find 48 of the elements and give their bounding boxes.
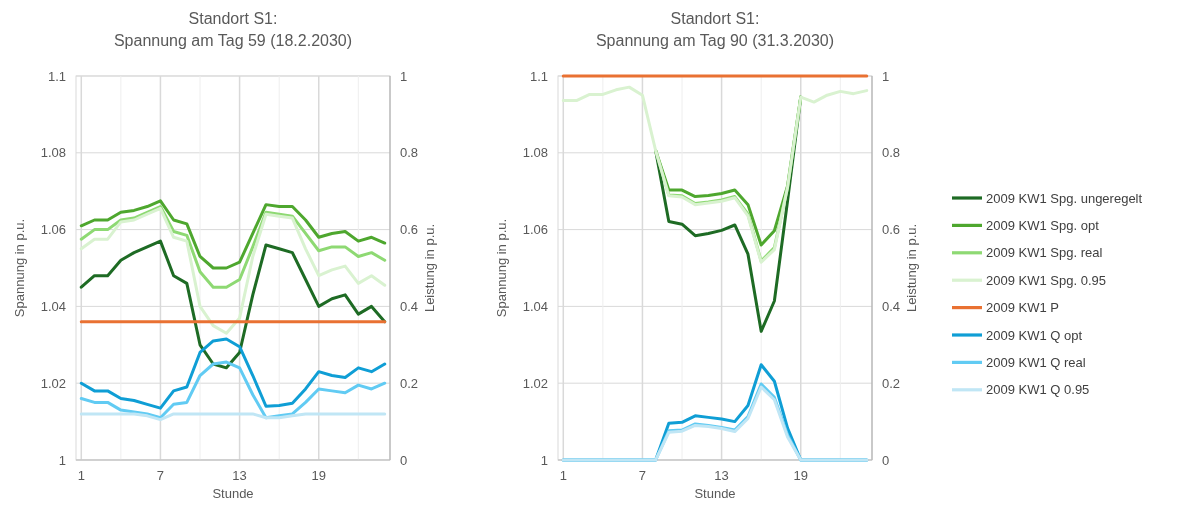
y2-tick-label: 1 <box>882 68 890 84</box>
legend-label: 2009 KW1 Spg. real <box>986 245 1103 261</box>
y2-tick-label: 1 <box>400 68 408 84</box>
y-tick-label: 1.08 <box>40 145 66 161</box>
x-tick-label: 13 <box>232 468 247 483</box>
y2-tick-label: 0.6 <box>400 222 419 238</box>
y2-tick-label: 0.8 <box>882 145 901 161</box>
x-tick-label: 7 <box>638 468 647 483</box>
legend-label: 2009 KW1 Spg. 0.95 <box>986 272 1106 288</box>
y-tick-label: 1.06 <box>522 222 548 238</box>
y2-tick-label: 0.2 <box>882 375 901 391</box>
legend-label: 2009 KW1 Spg. opt <box>986 217 1100 233</box>
y-tick-label: 1.1 <box>47 68 66 84</box>
x-axis-title: Stunde <box>694 486 736 501</box>
y-tick-label: 1.1 <box>529 68 548 84</box>
x-tick-label: 1 <box>77 468 85 483</box>
y-tick-label: 1.02 <box>522 375 548 391</box>
y2-tick-label: 0.8 <box>400 145 419 161</box>
y2-tick-label: 0.4 <box>882 298 901 314</box>
y-axis-title: Spannung in p.u. <box>494 218 509 318</box>
y-tick-label: 1 <box>540 452 548 468</box>
y-tick-label: 1.04 <box>40 298 66 314</box>
legend-label: 2009 KW1 P <box>986 300 1059 316</box>
x-tick-label: 7 <box>156 468 165 483</box>
legend-label: 2009 KW1 Spg. ungeregelt <box>986 190 1143 206</box>
x-tick-label: 13 <box>714 468 729 483</box>
x-tick-label: 19 <box>793 468 808 483</box>
y-tick-label: 1.08 <box>522 145 548 161</box>
y-axis-title: Spannung in p.u. <box>12 218 27 318</box>
x-tick-label: 1 <box>559 468 567 483</box>
chart-title: Standort S1: Spannung am Tag 59 (18.2.2030) <box>113 10 353 49</box>
y-tick-label: 1.04 <box>522 298 548 314</box>
y2-tick-label: 0 <box>400 452 408 468</box>
y2-tick-label: 0.6 <box>882 222 901 238</box>
legend-label: 2009 KW1 Q 0.95 <box>986 382 1090 398</box>
legend-label: 2009 KW1 Q real <box>986 354 1086 370</box>
y2-axis-title: Leistung in p.u. <box>904 223 919 313</box>
y-tick-label: 1 <box>58 452 66 468</box>
y-tick-label: 1.06 <box>40 222 66 238</box>
y2-axis-title: Leistung in p.u. <box>422 223 437 313</box>
y2-tick-label: 0.4 <box>400 298 419 314</box>
x-axis-title: Stunde <box>212 486 254 501</box>
chart-title: Standort S1: Spannung am Tag 90 (31.3.2030) <box>595 10 835 49</box>
y2-tick-label: 0 <box>882 452 890 468</box>
y-tick-label: 1.02 <box>40 375 66 391</box>
x-tick-label: 19 <box>311 468 326 483</box>
y2-tick-label: 0.2 <box>400 375 419 391</box>
legend-label: 2009 KW1 Q opt <box>986 327 1083 343</box>
